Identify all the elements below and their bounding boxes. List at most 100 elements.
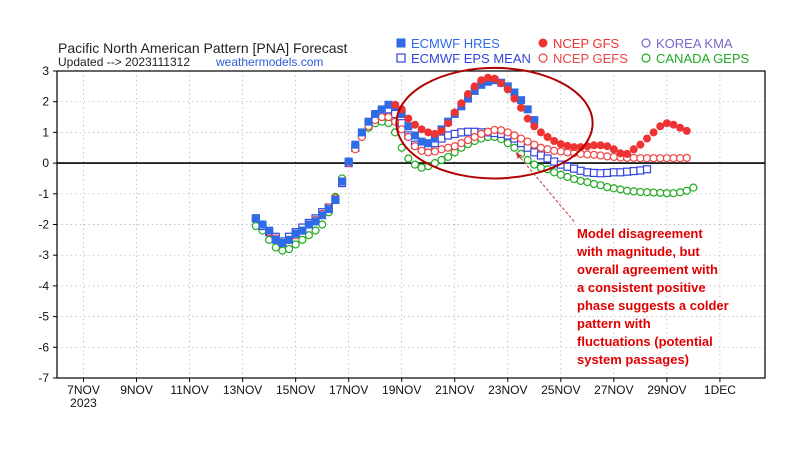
point-canada-geps xyxy=(437,155,446,165)
point-ncep-gefs xyxy=(457,139,466,148)
point-canada-geps xyxy=(603,182,612,192)
point-ncep-gfs xyxy=(404,114,413,123)
point-ecmwf-eps-mean xyxy=(463,127,473,136)
y-tick-label: 0 xyxy=(42,156,49,170)
legend-marker-ecmwf-hres xyxy=(396,38,406,48)
point-ncep-gefs xyxy=(543,145,552,154)
x-tick-label: 29NOV xyxy=(647,383,686,397)
legend-item-canada-geps: CANADA GEPS xyxy=(641,51,750,66)
x-tick-label: 23NOV xyxy=(488,383,527,397)
point-ncep-gefs xyxy=(609,152,618,162)
point-canada-geps xyxy=(609,184,618,193)
point-ncep-gfs xyxy=(570,143,579,152)
chart-title: Pacific North American Pattern [PNA] For… xyxy=(58,40,348,56)
point-ncep-gefs xyxy=(636,154,645,163)
point-ecmwf-hres xyxy=(523,105,532,114)
x-tick-label: 19NOV xyxy=(382,383,421,397)
point-canada-geps xyxy=(550,168,559,177)
point-ncep-gfs xyxy=(636,140,645,149)
point-ncep-gfs xyxy=(576,143,585,152)
point-ecmwf-hres xyxy=(311,217,320,226)
point-canada-geps xyxy=(404,154,413,163)
point-ncep-gfs xyxy=(563,141,572,150)
point-ecmwf-eps-mean xyxy=(596,169,605,178)
annotation-line: with magnitude, but xyxy=(576,244,700,259)
point-ecmwf-hres xyxy=(424,139,433,148)
x-tick-label: 21NOV xyxy=(435,383,474,397)
annotation-line: fluctuations (potential xyxy=(577,334,713,349)
point-ecmwf-eps-mean xyxy=(457,128,466,137)
annotation-arrow xyxy=(515,152,575,222)
x-tick-label: 15NOV xyxy=(276,383,315,397)
point-ncep-gefs xyxy=(669,154,678,163)
legend-marker-korea-kma xyxy=(641,38,651,48)
legend-item-ncep-gefs: NCEP GEFS xyxy=(538,51,628,66)
site-label: weathermodels.com xyxy=(215,55,323,69)
legend-marker-canada-geps xyxy=(641,53,651,63)
point-ncep-gfs xyxy=(497,79,506,88)
point-canada-geps xyxy=(523,155,532,165)
point-ncep-gfs xyxy=(517,103,526,112)
point-ncep-gfs xyxy=(609,145,618,154)
point-canada-geps xyxy=(596,181,605,190)
point-ecmwf-hres xyxy=(271,235,280,244)
legend-label-ecmwf-hres: ECMWF HRES xyxy=(411,36,500,51)
x-tick-label: 1DEC xyxy=(704,383,736,397)
point-ecmwf-hres xyxy=(285,235,294,244)
point-ecmwf-hres xyxy=(304,220,313,229)
point-ecmwf-hres xyxy=(430,134,439,143)
y-tick-label: -2 xyxy=(38,218,49,232)
point-ncep-gefs xyxy=(450,142,459,151)
point-ecmwf-eps-mean xyxy=(589,168,599,178)
point-ecmwf-hres xyxy=(291,229,300,238)
point-ncep-gefs xyxy=(523,137,532,146)
point-ncep-gfs xyxy=(530,122,539,131)
series-layer xyxy=(251,73,698,255)
point-ncep-gefs xyxy=(656,154,665,163)
point-ecmwf-hres xyxy=(344,157,353,166)
point-ecmwf-eps-mean xyxy=(623,167,632,176)
point-ncep-gfs xyxy=(676,123,685,132)
legend-label-ecmwf-eps-mean: ECMWF EPS MEAN xyxy=(411,51,531,66)
point-ncep-gefs xyxy=(384,112,393,122)
point-ecmwf-hres xyxy=(470,86,479,95)
point-canada-geps xyxy=(251,221,260,231)
point-ncep-gefs xyxy=(483,127,492,136)
annotation-line: phase suggests a colder xyxy=(577,298,729,313)
point-canada-geps xyxy=(536,163,546,172)
point-canada-geps xyxy=(662,189,671,198)
point-ecmwf-hres xyxy=(397,109,406,118)
point-ecmwf-hres xyxy=(384,100,393,109)
point-ncep-gfs xyxy=(616,149,625,158)
point-ecmwf-hres xyxy=(477,80,486,89)
point-ecmwf-hres xyxy=(351,140,360,149)
point-canada-geps xyxy=(589,179,599,189)
point-canada-geps xyxy=(304,231,314,240)
annotation-line: pattern with xyxy=(577,316,651,331)
point-ecmwf-eps-mean xyxy=(603,168,612,178)
point-canada-geps xyxy=(576,176,585,186)
point-ncep-gfs xyxy=(523,114,532,123)
point-ncep-gefs xyxy=(603,152,612,161)
point-ncep-gfs xyxy=(603,142,612,151)
point-ncep-gefs xyxy=(377,112,386,122)
point-ncep-gefs xyxy=(437,145,446,154)
point-ncep-gefs xyxy=(589,150,599,159)
point-canada-geps xyxy=(311,226,320,235)
y-tick-label: -7 xyxy=(38,371,49,385)
point-ncep-gefs xyxy=(424,148,433,157)
point-canada-geps xyxy=(530,160,539,169)
point-ecmwf-hres xyxy=(278,238,287,247)
x-tick-label: 7NOV xyxy=(67,383,100,397)
point-canada-geps xyxy=(278,246,287,255)
point-canada-geps xyxy=(583,178,592,187)
point-ncep-gfs xyxy=(470,82,479,91)
x-tick-label: 11NOV xyxy=(170,383,208,397)
point-ncep-gfs xyxy=(417,125,426,134)
y-tick-label: 2 xyxy=(42,95,49,109)
point-ncep-gefs xyxy=(642,154,652,163)
point-ecmwf-hres xyxy=(357,128,366,137)
legend-item-ecmwf-eps-mean: ECMWF EPS MEAN xyxy=(396,51,531,66)
point-ecmwf-eps-mean xyxy=(583,168,592,177)
legend-item-ecmwf-hres: ECMWF HRES xyxy=(396,36,500,51)
